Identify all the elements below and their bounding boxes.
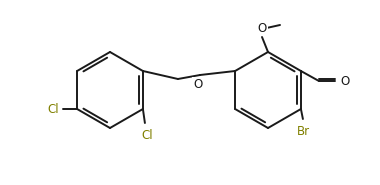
Text: O: O <box>193 78 203 91</box>
Text: Br: Br <box>297 125 310 138</box>
Text: Cl: Cl <box>48 102 59 115</box>
Text: O: O <box>340 75 349 88</box>
Text: O: O <box>257 22 267 35</box>
Text: Cl: Cl <box>141 129 153 142</box>
